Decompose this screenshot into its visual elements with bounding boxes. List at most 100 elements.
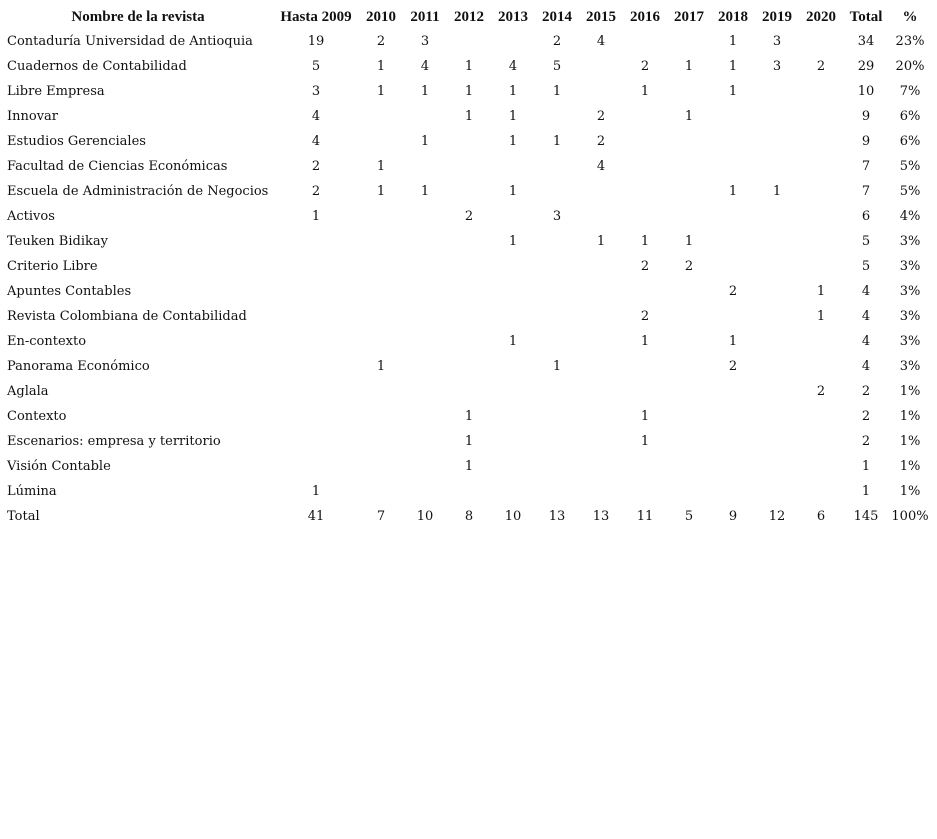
cell-value: 1 bbox=[552, 359, 562, 374]
cell-value: 4 bbox=[861, 309, 871, 324]
cell-value: 1 bbox=[311, 484, 321, 499]
row-label: Escuela de Administración de Negocios bbox=[7, 184, 269, 199]
cell-value: 5 bbox=[861, 234, 871, 249]
cell-value: 1 bbox=[508, 109, 518, 124]
column-header: 2017 bbox=[674, 9, 704, 25]
row-label: Contaduría Universidad de Antioquia bbox=[7, 34, 253, 49]
cell-value: 13 bbox=[592, 509, 610, 524]
cell-value: 1 bbox=[816, 309, 826, 324]
cell-value: 2 bbox=[596, 134, 606, 149]
cell-value: 1 bbox=[552, 84, 562, 99]
cell-value: 6 bbox=[816, 509, 826, 524]
cell-value: 11 bbox=[636, 509, 654, 524]
cell-value: 2 bbox=[552, 34, 562, 49]
cell-value: 1% bbox=[899, 484, 921, 499]
cell-value: 3% bbox=[899, 259, 921, 274]
column-header: Nombre de la revista bbox=[71, 9, 205, 25]
row-label: Innovar bbox=[7, 109, 59, 124]
cell-value: 4 bbox=[861, 334, 871, 349]
cell-value: 2 bbox=[861, 434, 871, 449]
cell-value: 3% bbox=[899, 359, 921, 374]
cell-value: 1 bbox=[640, 409, 650, 424]
cell-value: 1 bbox=[640, 234, 650, 249]
column-header: 2015 bbox=[586, 9, 616, 25]
cell-value: 34 bbox=[857, 34, 875, 49]
cell-value: 1 bbox=[640, 84, 650, 99]
cell-value: 1 bbox=[464, 84, 474, 99]
cell-value: 1 bbox=[376, 184, 386, 199]
cell-value: 4 bbox=[861, 284, 871, 299]
column-header: 2010 bbox=[366, 9, 396, 25]
cell-value: 7% bbox=[899, 84, 921, 99]
cell-value: 1 bbox=[596, 234, 606, 249]
cell-value: 1 bbox=[772, 184, 782, 199]
cell-value: 2 bbox=[816, 384, 826, 399]
row-label: Contexto bbox=[7, 409, 67, 424]
cell-value: 5% bbox=[899, 159, 921, 174]
cell-value: 1 bbox=[311, 209, 321, 224]
column-header: 2014 bbox=[542, 9, 572, 25]
cell-value: 3% bbox=[899, 284, 921, 299]
cell-value: 1 bbox=[728, 34, 738, 49]
row-label: En-contexto bbox=[7, 334, 87, 349]
cell-value: 8 bbox=[464, 509, 474, 524]
cell-value: 7 bbox=[861, 184, 871, 199]
column-header: Total bbox=[849, 9, 883, 25]
row-label: Visión Contable bbox=[7, 459, 111, 474]
row-label: Aglala bbox=[7, 384, 49, 399]
row-label: Panorama Económico bbox=[7, 359, 150, 374]
column-header: 2011 bbox=[410, 9, 440, 25]
cell-value: 2 bbox=[464, 209, 474, 224]
cell-value: 1 bbox=[728, 84, 738, 99]
cell-value: 9 bbox=[861, 134, 871, 149]
cell-value: 4% bbox=[899, 209, 921, 224]
cell-value: 1 bbox=[728, 334, 738, 349]
cell-value: 3 bbox=[552, 209, 562, 224]
cell-value: 2 bbox=[640, 59, 650, 74]
cell-value: 4 bbox=[420, 59, 430, 74]
cell-value: 3 bbox=[772, 34, 782, 49]
cell-value: 1 bbox=[376, 359, 386, 374]
cell-value: 2 bbox=[640, 309, 650, 324]
cell-value: 1 bbox=[508, 134, 518, 149]
cell-value: 2 bbox=[640, 259, 650, 274]
row-label: Libre Empresa bbox=[7, 84, 105, 99]
cell-value: 1 bbox=[728, 184, 738, 199]
cell-value: 5% bbox=[899, 184, 921, 199]
cell-value: 1 bbox=[816, 284, 826, 299]
cell-value: 1 bbox=[728, 59, 738, 74]
cell-value: 2 bbox=[311, 159, 321, 174]
cell-value: 2 bbox=[376, 34, 386, 49]
cell-value: 3% bbox=[899, 234, 921, 249]
cell-value: 4 bbox=[596, 159, 606, 174]
cell-value: 12 bbox=[768, 509, 786, 524]
cell-value: 1 bbox=[861, 459, 871, 474]
cell-value: 1 bbox=[508, 84, 518, 99]
cell-value: 1 bbox=[508, 184, 518, 199]
cell-value: 9 bbox=[861, 109, 871, 124]
column-header: Hasta 2009 bbox=[280, 9, 352, 25]
row-label: Activos bbox=[7, 209, 55, 224]
cell-value: 6% bbox=[899, 134, 921, 149]
cell-value: 2 bbox=[728, 359, 738, 374]
cell-value: 41 bbox=[307, 509, 325, 524]
row-label: Revista Colombiana de Contabilidad bbox=[7, 309, 247, 324]
cell-value: 6 bbox=[861, 209, 871, 224]
cell-value: 1 bbox=[420, 84, 430, 99]
column-header: 2019 bbox=[762, 9, 792, 25]
cell-value: 10 bbox=[416, 509, 434, 524]
cell-value: 5 bbox=[552, 59, 562, 74]
cell-value: 2 bbox=[861, 384, 871, 399]
column-header: 2013 bbox=[498, 9, 528, 25]
row-label: Teuken Bidikay bbox=[7, 234, 108, 249]
cell-value: 6% bbox=[899, 109, 921, 124]
cell-value: 1 bbox=[376, 59, 386, 74]
cell-value: 1 bbox=[420, 134, 430, 149]
cell-value: 2 bbox=[596, 109, 606, 124]
cell-value: 1 bbox=[684, 234, 694, 249]
cell-value: 1 bbox=[684, 59, 694, 74]
cell-value: 4 bbox=[311, 134, 321, 149]
cell-value: 1 bbox=[376, 84, 386, 99]
cell-value: 2 bbox=[311, 184, 321, 199]
cell-value: 2 bbox=[684, 259, 694, 274]
